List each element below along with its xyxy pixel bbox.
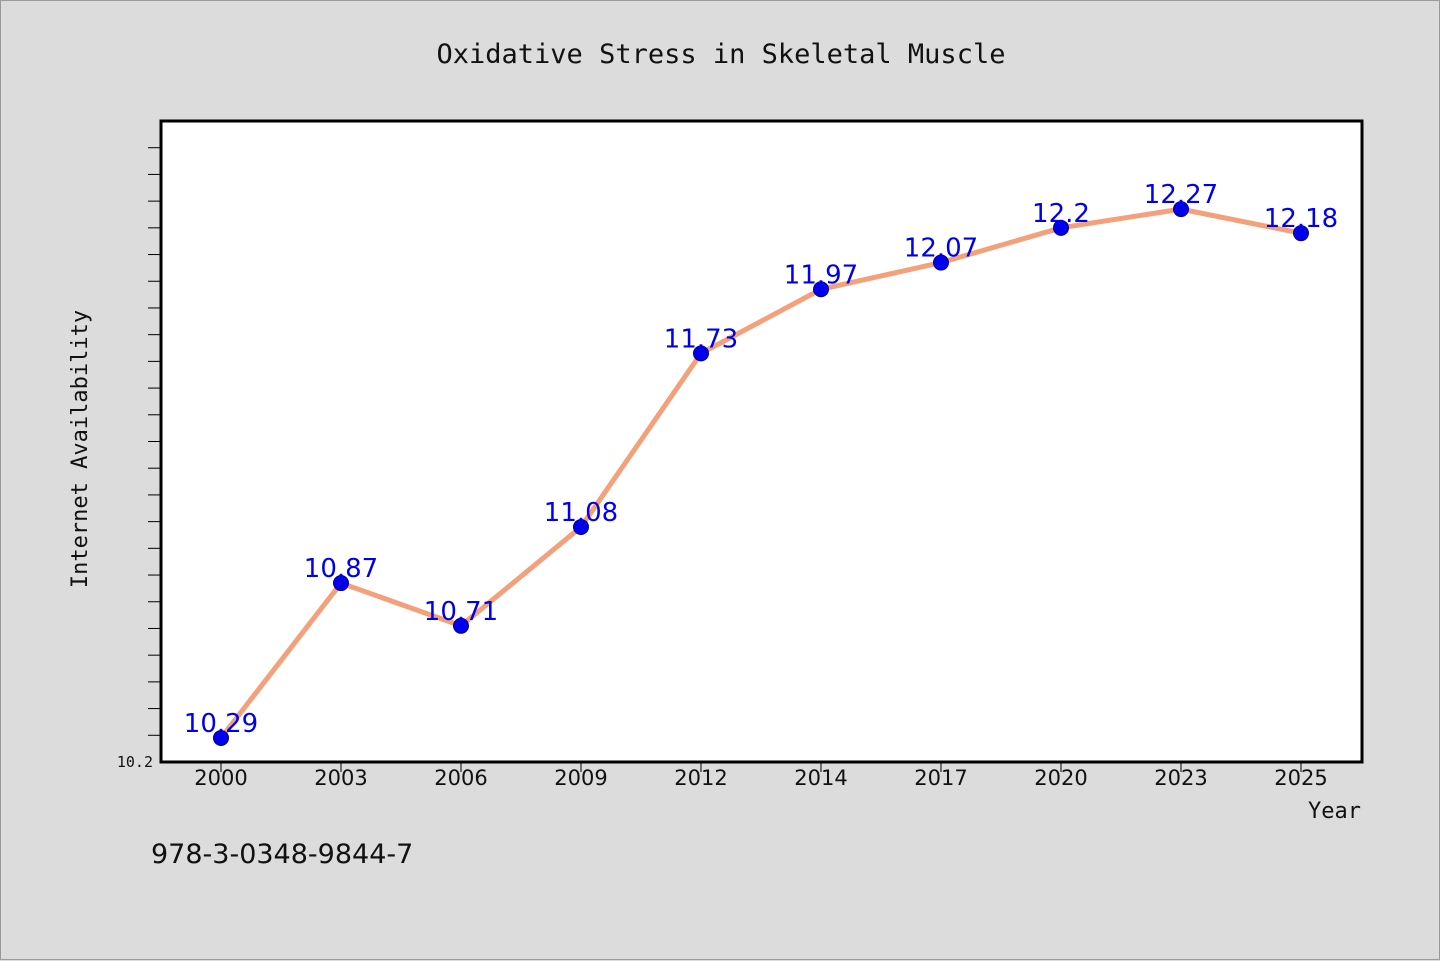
isbn-footer: 978-3-0348-9844-7: [151, 839, 413, 870]
data-label: 11.08: [544, 498, 618, 528]
data-point: [1293, 225, 1309, 242]
data-point: [453, 617, 469, 634]
x-tick-label: 2000: [194, 766, 247, 790]
data-label: 12.18: [1264, 204, 1338, 234]
data-label: 12.27: [1144, 180, 1218, 210]
y-axis-title: Internet Availability: [68, 310, 93, 588]
data-point: [333, 575, 349, 592]
data-label: 12.07: [904, 234, 978, 264]
x-tick-label: 2012: [674, 766, 727, 790]
plot-area: [159, 119, 1364, 764]
data-series: 10.29 10.87 10.71 11.08 11.73 11.97 12.07 12.2 1…: [184, 180, 1338, 746]
x-tick-label: 2017: [914, 766, 967, 790]
data-point: [573, 518, 589, 535]
data-label: 10.71: [424, 597, 498, 627]
data-point: [213, 729, 229, 746]
x-tick-label: 2009: [554, 766, 607, 790]
x-tick-label: 2025: [1274, 766, 1327, 790]
data-point: [1053, 219, 1069, 236]
x-tick-label: 2006: [434, 766, 487, 790]
x-tick-label: 2023: [1154, 766, 1207, 790]
x-tick-label: 2020: [1034, 766, 1087, 790]
data-label: 10.29: [184, 709, 258, 739]
data-label: 11.73: [664, 324, 738, 354]
chart-title: Oxidative Stress in Skeletal Muscle: [437, 39, 1006, 70]
x-tick-label: 2003: [314, 766, 367, 790]
data-label: 10.87: [304, 554, 378, 584]
x-axis-title: Year: [1308, 799, 1361, 824]
x-tick-label: 2014: [794, 766, 847, 790]
y-tick-label: 10.2: [117, 753, 153, 771]
data-point: [693, 345, 709, 362]
data-label: 12.2: [1032, 199, 1090, 229]
x-axis-ticks: 2000 2003 2006 2009 2012 2014 2017 2020 2023 2025: [194, 762, 1328, 790]
data-label: 11.97: [784, 260, 858, 290]
data-point: [933, 254, 949, 271]
y-axis-ticks: 10.2: [117, 147, 161, 771]
data-point: [813, 281, 829, 298]
data-point: [1173, 201, 1189, 218]
series-line: [218, 206, 1304, 741]
